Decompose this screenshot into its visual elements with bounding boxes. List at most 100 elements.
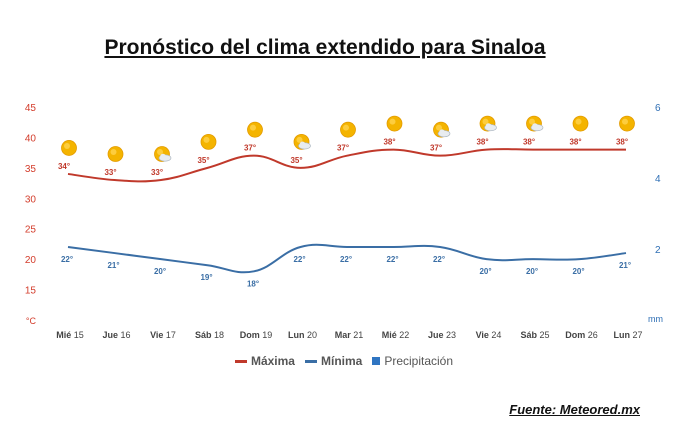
max-temp-label: 37° <box>244 144 256 153</box>
sun-icon <box>61 140 77 156</box>
cloud-puff <box>439 129 445 135</box>
legend-min-swatch <box>304 359 317 363</box>
y-left-tick-label: 30 <box>25 194 37 205</box>
min-temp-label: 22° <box>293 255 305 264</box>
x-tick-num: 24 <box>489 330 502 340</box>
max-temp-label: 34° <box>58 162 70 171</box>
min-temp-label: 20° <box>526 267 538 276</box>
min-temp-label: 22° <box>433 255 445 264</box>
x-tick-num: 27 <box>630 330 643 340</box>
max-temp-label: 38° <box>383 138 395 147</box>
min-temp-label: 22° <box>386 255 398 264</box>
x-tick-num: 23 <box>444 330 457 340</box>
partly-cloudy-icon <box>526 115 544 132</box>
sun-highlight <box>436 124 442 131</box>
x-tick-label: Lun 20 <box>288 330 317 340</box>
sun-icon <box>247 121 263 138</box>
x-tick-label: Mar 21 <box>335 330 364 340</box>
y-right-tick-label: 2 <box>655 245 661 256</box>
y-left-tick-label: 20 <box>25 255 37 266</box>
x-tick-num: 19 <box>260 330 273 340</box>
x-tick-label: Sáb 18 <box>195 330 224 340</box>
y-left-tick-label: 35 <box>25 164 37 175</box>
legend-item-min: Mínima <box>304 354 362 368</box>
sun-highlight <box>482 118 489 125</box>
legend-item-precip: Precipitación <box>372 354 453 368</box>
max-temp-line <box>67 148 626 183</box>
x-tick-label: Sáb 25 <box>520 330 549 340</box>
right-axis: 2 4 6 mm <box>648 103 663 324</box>
y-left-tick-label: 40 <box>25 133 37 144</box>
cloud-puff <box>485 123 492 129</box>
x-tick-day: Lun <box>613 330 630 340</box>
x-tick-label: Mié 22 <box>382 330 410 340</box>
sun-highlight <box>157 149 163 156</box>
left-axis: 15 20 25 30 35 40 45 °C <box>25 103 37 326</box>
max-temp-label: 35° <box>197 156 209 165</box>
x-tick-day: Sáb <box>195 330 212 340</box>
cloud-puff <box>160 153 166 160</box>
x-tick-num: 25 <box>537 330 550 340</box>
x-axis: Mié 15 Jue 16 Vie 17 Sáb 18 Dom 19 Lun 20 Mar … <box>56 330 642 340</box>
data-labels: 34° 33° 33° 35° 37° 35° 37° 38° 37° 38° 38° 38° 38° 2… <box>58 138 631 289</box>
min-temp-label: 20° <box>154 267 166 276</box>
sun-highlight <box>622 118 628 125</box>
y-right-tick-label: 6 <box>655 103 661 114</box>
min-temp-line <box>67 243 627 274</box>
x-tick-label: Vie 24 <box>476 330 502 340</box>
max-temp-label: 33° <box>151 168 163 177</box>
x-tick-day: Jue <box>102 330 118 340</box>
x-tick-label: Lun 27 <box>613 330 642 340</box>
partly-cloudy-icon <box>154 146 172 162</box>
min-temp-label: 22° <box>61 255 73 264</box>
x-tick-num: 22 <box>397 330 410 340</box>
max-temp-label: 38° <box>476 138 488 147</box>
min-temp-label: 19° <box>200 273 212 282</box>
min-temp-label: 20° <box>479 267 491 276</box>
sun-icon <box>386 115 403 132</box>
sun-highlight <box>529 118 535 125</box>
legend-precip-swatch <box>372 357 381 365</box>
x-tick-day: Dom <box>240 330 260 340</box>
x-tick-day: Mié <box>382 330 397 340</box>
cloud-puff <box>299 141 306 148</box>
x-tick-day: Lun <box>288 330 305 340</box>
min-temp-label: 21° <box>107 261 119 270</box>
max-temp-label: 37° <box>430 144 442 153</box>
chart-title: Pronóstico del clima extendido para Sina… <box>104 36 546 59</box>
x-tick-day: Mié <box>56 330 71 340</box>
max-temp-label: 38° <box>523 138 535 147</box>
sun-highlight <box>389 118 396 125</box>
sun-highlight <box>575 118 582 125</box>
sun-icon <box>200 133 217 150</box>
x-tick-num: 21 <box>351 330 364 340</box>
y-right-unit: mm <box>648 314 663 324</box>
cloud-puff <box>532 123 538 129</box>
partly-cloudy-icon <box>479 115 497 132</box>
max-temp-label: 33° <box>104 168 116 177</box>
x-tick-label: Dom 19 <box>240 330 273 340</box>
sun-icon <box>107 146 124 162</box>
y-left-tick-label: 45 <box>25 103 37 114</box>
min-temp-label: 20° <box>572 267 584 276</box>
y-left-unit: °C <box>26 316 37 326</box>
x-tick-num: 26 <box>585 330 598 340</box>
x-tick-label: Vie 17 <box>150 330 176 340</box>
sun-highlight <box>110 149 117 156</box>
sun-icon <box>619 115 635 132</box>
max-temp-label: 35° <box>290 156 302 165</box>
x-tick-day: Vie <box>150 330 163 340</box>
x-tick-day: Mar <box>335 330 352 340</box>
source-credit: Fuente: Meteored.mx <box>509 402 640 417</box>
x-tick-day: Jue <box>428 330 444 340</box>
x-tick-label: Dom 26 <box>565 330 598 340</box>
max-temp-label: 38° <box>616 138 628 147</box>
x-tick-day: Vie <box>476 330 489 340</box>
sun-highlight <box>203 136 210 143</box>
sun-highlight <box>343 124 349 131</box>
x-tick-num: 16 <box>118 330 131 340</box>
x-tick-label: Mié 15 <box>56 330 84 340</box>
legend: Máxima Mínima Precipitación <box>0 354 688 368</box>
legend-max-swatch <box>234 359 247 363</box>
